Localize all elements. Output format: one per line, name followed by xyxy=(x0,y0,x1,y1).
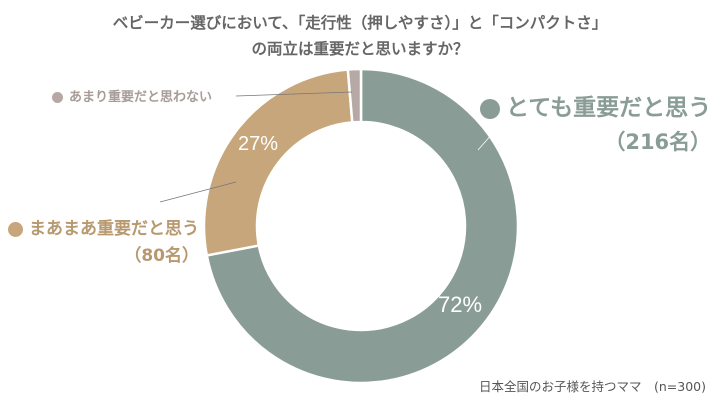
legend-dot-not-important xyxy=(52,92,63,103)
legend-label-very-important: とても重要だと思う xyxy=(506,95,712,121)
legend-not-important: あまり重要だと思わない xyxy=(52,86,212,105)
legend-label-not-important: あまり重要だと思わない xyxy=(69,90,213,105)
title-line-2: の両立は重要だと思いますか？ xyxy=(251,40,469,58)
sample-note: 日本全国のお子様を持つママ (n=300) xyxy=(478,379,706,394)
legend-label-somewhat-important: まあまあ重要だと思う xyxy=(29,219,199,239)
legend-dot-very-important xyxy=(480,98,500,119)
slice-somewhat-important xyxy=(202,68,354,257)
percent-label-somewhat-important: 27% xyxy=(238,133,278,155)
slice-very-important xyxy=(205,67,520,385)
legend-dot-somewhat-important xyxy=(8,221,23,237)
title-line-1: ベビーカー選びにおいて、「走行性（押しやすさ）」と「コンパクトさ」 xyxy=(112,14,608,32)
leader-line-not-important xyxy=(235,91,353,97)
count-somewhat-important: （80名） xyxy=(124,246,199,266)
legend-somewhat-important: まあまあ重要だと思う （80名） xyxy=(8,214,199,266)
count-very-important: （216名） xyxy=(604,130,712,154)
slice-not-important xyxy=(346,67,363,124)
leader-line-somewhat-important xyxy=(159,181,237,203)
legend-very-important: とても重要だと思う （216名） xyxy=(480,88,711,156)
chart-title: ベビーカー選びにおいて、「走行性（押しやすさ）」と「コンパクトさ」 の両立は重要… xyxy=(0,10,720,62)
percent-label-very-important: 72% xyxy=(438,292,482,317)
leader-line-very-important xyxy=(477,124,501,151)
